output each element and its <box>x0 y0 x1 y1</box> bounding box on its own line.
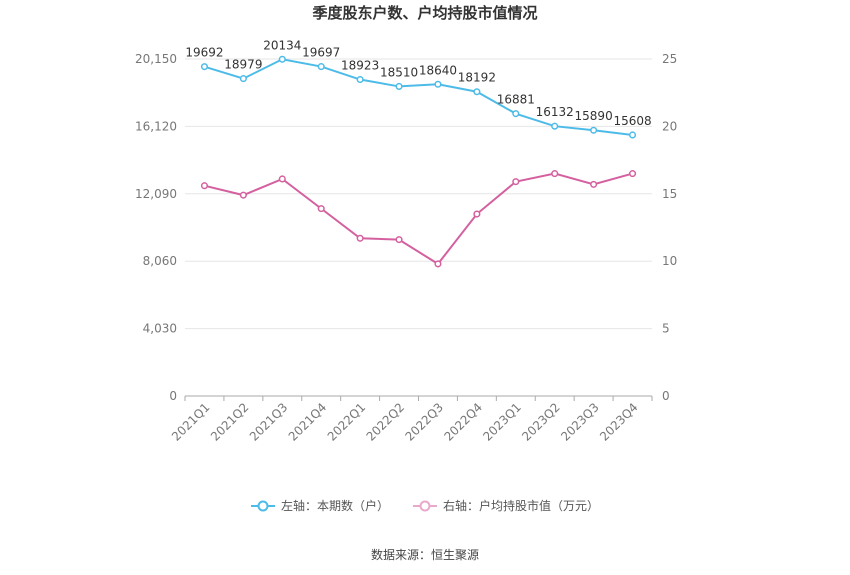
point-avg-value <box>200 182 209 190</box>
point-avg-value <box>551 170 559 178</box>
data-label-households: 18923 <box>341 59 379 73</box>
point-households <box>590 126 598 134</box>
point-households <box>628 131 637 139</box>
x-axis-tick-label: 2022Q2 <box>364 400 408 444</box>
x-axis-tick-label: 2021Q1 <box>169 400 213 444</box>
left-axis-tick-label: 4,030 <box>143 322 177 336</box>
point-avg-value <box>356 234 364 242</box>
point-avg-value <box>434 260 442 268</box>
left-axis-tick-label: 20,150 <box>135 52 177 66</box>
point-avg-value <box>395 236 403 244</box>
legend-item-avg-value[interactable]: 右轴：户均持股市值（万元） <box>413 497 599 514</box>
point-households <box>434 80 442 88</box>
data-label-households: 16132 <box>536 105 574 119</box>
legend-label-avg-value: 右轴：户均持股市值（万元） <box>443 499 600 513</box>
x-axis-tick-label: 2021Q2 <box>208 400 252 444</box>
left-axis-tick-label: 8,060 <box>143 254 177 268</box>
point-avg-value <box>628 170 637 178</box>
data-label-households: 18979 <box>224 58 262 72</box>
point-households <box>317 63 325 71</box>
left-axis-tick-label: 12,090 <box>135 187 177 201</box>
x-axis-tick-label: 2023Q1 <box>480 400 524 444</box>
point-households <box>239 75 247 83</box>
x-axis-tick-label: 2021Q4 <box>286 400 330 444</box>
data-label-households: 19692 <box>185 46 223 60</box>
right-axis-tick-label: 25 <box>662 52 677 66</box>
legend-marker-households <box>250 500 275 511</box>
point-avg-value <box>278 175 286 183</box>
point-households <box>473 88 481 96</box>
point-households <box>356 75 364 84</box>
point-avg-value <box>590 180 598 188</box>
chart-title: 季度股东户数、户均持股市值情况 <box>312 4 538 22</box>
data-label-households: 16881 <box>497 93 535 107</box>
point-households <box>395 82 403 90</box>
x-axis-tick-label: 2023Q2 <box>519 400 563 444</box>
x-axis-tick-label: 2023Q3 <box>558 400 602 444</box>
data-label-households: 19697 <box>302 46 340 60</box>
x-axis-tick-label: 2022Q1 <box>325 400 369 444</box>
right-axis-tick-label: 5 <box>662 322 670 336</box>
x-axis-tick-label: 2021Q3 <box>247 400 291 444</box>
right-axis-tick-label: 0 <box>662 389 670 403</box>
point-households <box>278 55 286 63</box>
point-avg-value <box>512 178 520 186</box>
data-label-households: 18640 <box>419 63 457 77</box>
x-axis-tick-label: 2023Q4 <box>597 400 641 444</box>
point-households <box>200 63 209 71</box>
chart-legend: 左轴：本期数（户） 右轴：户均持股市值（万元） <box>0 497 850 514</box>
legend-label-households: 左轴：本期数（户） <box>280 499 389 513</box>
data-label-households: 18192 <box>458 71 496 85</box>
left-axis-tick-label: 0 <box>169 389 177 403</box>
x-axis-tick-label: 2022Q3 <box>403 400 447 444</box>
point-households <box>551 122 559 130</box>
data-source: 数据来源：恒生聚源 <box>370 548 479 562</box>
point-households <box>512 110 520 118</box>
right-axis-tick-label: 20 <box>662 119 677 133</box>
data-label-households: 15890 <box>575 109 613 123</box>
right-axis-tick-label: 10 <box>662 254 677 268</box>
legend-item-households[interactable]: 左轴：本期数（户） <box>250 497 389 514</box>
left-axis-tick-label: 16,120 <box>135 119 177 133</box>
series-line-avg-value <box>204 172 633 266</box>
x-axis-tick-label: 2022Q4 <box>441 400 485 444</box>
series-line-households <box>204 58 633 136</box>
data-label-households: 20134 <box>263 38 301 52</box>
point-avg-value <box>239 191 247 199</box>
legend-marker-avg-value <box>413 500 437 511</box>
right-axis-tick-label: 15 <box>662 187 677 201</box>
data-label-households: 15608 <box>613 114 651 128</box>
point-avg-value <box>317 205 325 213</box>
data-label-households: 18510 <box>380 65 418 79</box>
point-avg-value <box>473 210 481 218</box>
